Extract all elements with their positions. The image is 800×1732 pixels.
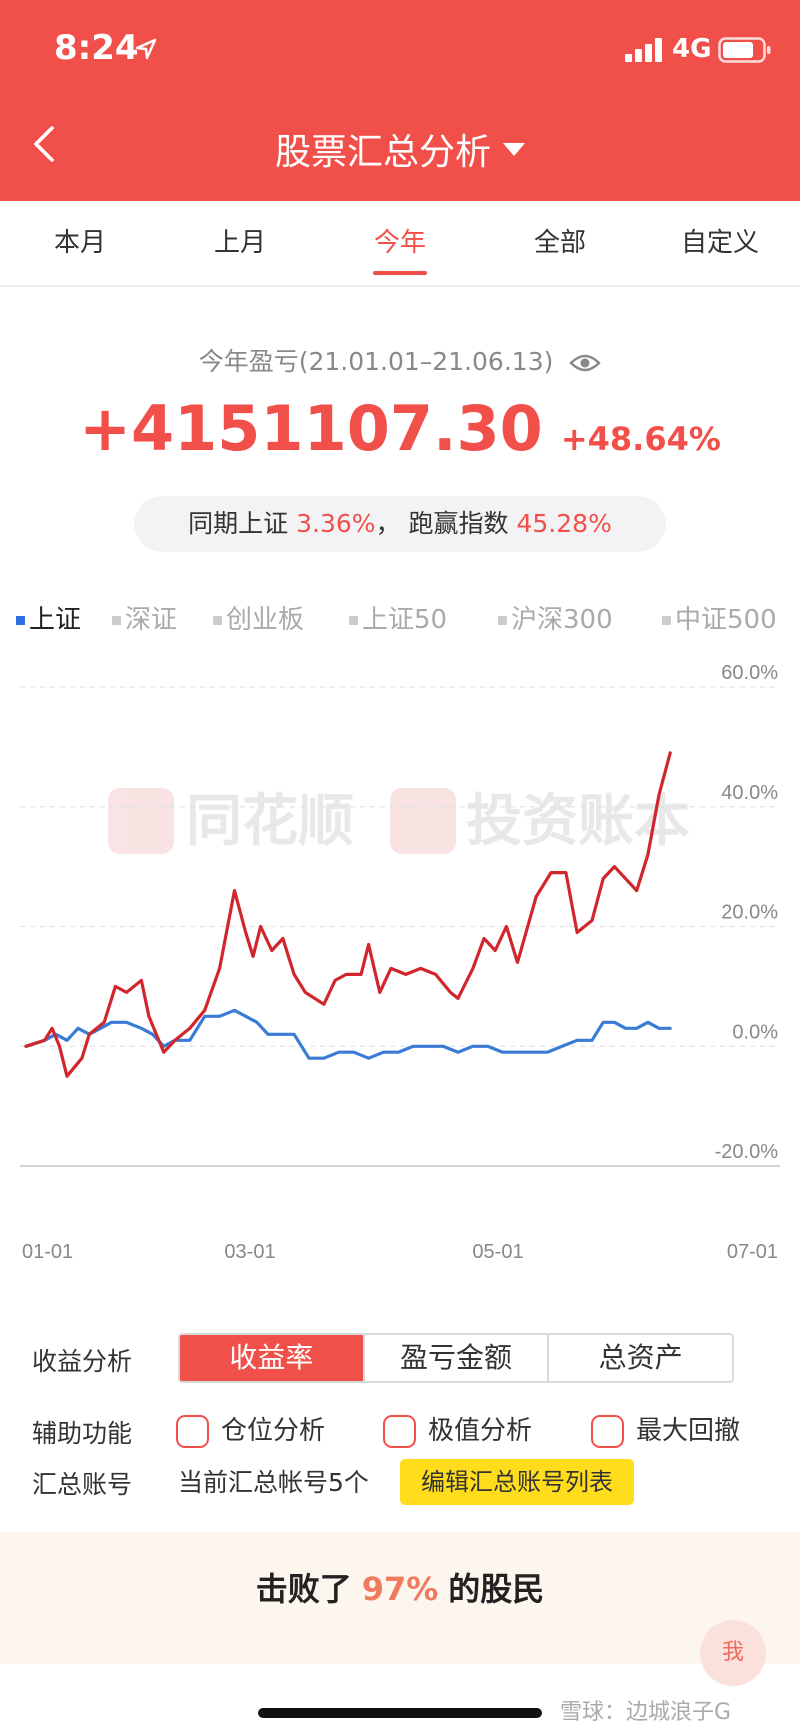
- index-option-label: 创业板: [226, 605, 305, 635]
- beat-suffix: 的股民: [448, 1570, 545, 1608]
- y-tick-label: 40.0%: [721, 782, 778, 804]
- return-chart: 同花顺 投资账本 60.0% 40.0% 20.0% 0.0% -20.0% 01-01 03-…: [0, 660, 800, 1270]
- checkbox-max-drawdown[interactable]: 最大回撤: [591, 1413, 740, 1449]
- beat-label: 跑赢指数: [408, 509, 509, 538]
- status-time: 8:24: [54, 28, 139, 68]
- profit-summary: +4151107.30 +48.64%: [0, 392, 800, 465]
- portfolio-return-line: [24, 751, 672, 1078]
- legend-swatch: [498, 616, 507, 625]
- caret-down-icon: [503, 142, 525, 156]
- index-option-label: 沪深300: [511, 605, 613, 635]
- profit-percent: +48.64%: [560, 420, 721, 458]
- edit-accounts-button[interactable]: 编辑汇总账号列表: [400, 1459, 634, 1505]
- checkbox-label: 极值分析: [428, 1416, 533, 1446]
- index-selector: 上证 深证 创业板 上证50 沪深300 中证500: [0, 600, 800, 640]
- segment-total-assets[interactable]: 总资产: [598, 1341, 683, 1374]
- y-tick-label: 60.0%: [721, 662, 778, 684]
- compare-value: 3.36%: [296, 509, 376, 538]
- location-arrow-icon: [135, 38, 157, 60]
- page-title-dropdown[interactable]: 股票汇总分析: [0, 123, 800, 175]
- battery-icon: [718, 37, 771, 63]
- period-label-row: 今年盈亏(21.01.01–21.06.13): [0, 342, 800, 378]
- checkbox-box: [591, 1415, 624, 1448]
- period-label: 今年盈亏(21.01.01–21.06.13): [198, 347, 554, 376]
- analysis-segmented-control: 收益率 盈亏金额 总资产: [178, 1333, 734, 1383]
- compare-prefix: 同期上证: [188, 509, 289, 538]
- index-option-csi300[interactable]: 沪深300: [498, 600, 613, 640]
- checkbox-label: 仓位分析: [221, 1416, 326, 1446]
- legend-swatch: [349, 616, 358, 625]
- index-option-sse[interactable]: 上证: [16, 600, 81, 640]
- index-option-sse50[interactable]: 上证50: [349, 600, 447, 640]
- y-tick-label: 0.0%: [732, 1021, 778, 1043]
- chevron-left-icon[interactable]: [26, 122, 66, 166]
- checkbox-position-analysis[interactable]: 仓位分析: [176, 1413, 325, 1449]
- legend-swatch: [16, 616, 25, 625]
- legend-swatch: [662, 616, 671, 625]
- checkbox-label: 最大回撤: [636, 1416, 741, 1446]
- x-tick-label: 01-01: [22, 1241, 73, 1263]
- status-bar: 8:24 4G: [0, 0, 800, 100]
- index-option-label: 上证: [29, 605, 82, 635]
- tab-last-month[interactable]: 上月: [213, 228, 266, 258]
- beat-prefix: 击败了: [255, 1570, 352, 1608]
- x-tick-label: 07-01: [727, 1241, 778, 1263]
- compare-separator: ，: [375, 509, 401, 538]
- index-option-csi500[interactable]: 中证500: [662, 600, 777, 640]
- home-indicator: [258, 1708, 542, 1718]
- app-header: 8:24 4G 股票汇总分析: [0, 0, 800, 201]
- tab-custom[interactable]: 自定义: [680, 228, 759, 258]
- index-option-label: 中证500: [675, 605, 777, 635]
- signal-icon: [625, 38, 662, 62]
- index-option-label: 上证50: [362, 605, 448, 635]
- checkbox-box: [383, 1415, 416, 1448]
- x-tick-label: 03-01: [224, 1241, 275, 1263]
- index-option-label: 深证: [125, 605, 178, 635]
- index-compare-pill: 同期上证 3.36%， 跑赢指数 45.28%: [134, 496, 666, 552]
- beat-percent: 97%: [361, 1570, 439, 1608]
- segment-profit-amount[interactable]: 盈亏金额: [365, 1335, 550, 1381]
- legend-swatch: [213, 616, 222, 625]
- index-option-szse[interactable]: 深证: [112, 600, 177, 640]
- beat-text: 击败了 97% 的股民: [0, 1564, 800, 1610]
- chart-watermark: 同花顺 投资账本: [108, 788, 690, 854]
- index-option-chinext[interactable]: 创业板: [213, 600, 304, 640]
- legend-swatch: [112, 616, 121, 625]
- watermark-logo-icon: [390, 788, 456, 854]
- profit-amount: +4151107.30: [79, 392, 543, 465]
- x-tick-label: 05-01: [472, 1241, 523, 1263]
- watermark-text-right: 投资账本: [466, 789, 690, 854]
- watermark-text-left: 同花顺: [186, 789, 354, 854]
- return-chart-svg: 同花顺 投资账本 60.0% 40.0% 20.0% 0.0% -20.0% 01-01 03-…: [20, 662, 780, 1263]
- beat-banner: 击败了 97% 的股民: [0, 1532, 800, 1664]
- y-tick-label: -20.0%: [715, 1141, 779, 1163]
- xueqiu-watermark: 雪球：边城浪子G: [560, 1700, 732, 1725]
- period-tabs: 本月 上月 今年 全部 自定义: [0, 201, 800, 287]
- account-label: 汇总账号: [32, 1470, 133, 1499]
- y-tick-label: 20.0%: [721, 902, 778, 924]
- page-title: 股票汇总分析: [274, 132, 491, 173]
- network-type: 4G: [672, 34, 712, 64]
- analysis-label: 收益分析: [32, 1347, 133, 1376]
- tab-this-month[interactable]: 本月: [53, 228, 106, 258]
- tab-this-year[interactable]: 今年: [320, 201, 480, 285]
- index-return-line: [24, 1008, 672, 1060]
- eye-icon[interactable]: [569, 352, 602, 374]
- checkbox-box: [176, 1415, 209, 1448]
- beat-value: 45.28%: [516, 509, 612, 538]
- checkbox-extreme-analysis[interactable]: 极值分析: [383, 1413, 532, 1449]
- me-button[interactable]: 我: [700, 1620, 766, 1686]
- account-count: 当前汇总帐号5个: [178, 1468, 369, 1497]
- tab-all[interactable]: 全部: [533, 228, 586, 258]
- watermark-logo-icon: [108, 788, 174, 854]
- segment-return-rate[interactable]: 收益率: [180, 1335, 365, 1381]
- aux-label: 辅助功能: [32, 1419, 133, 1448]
